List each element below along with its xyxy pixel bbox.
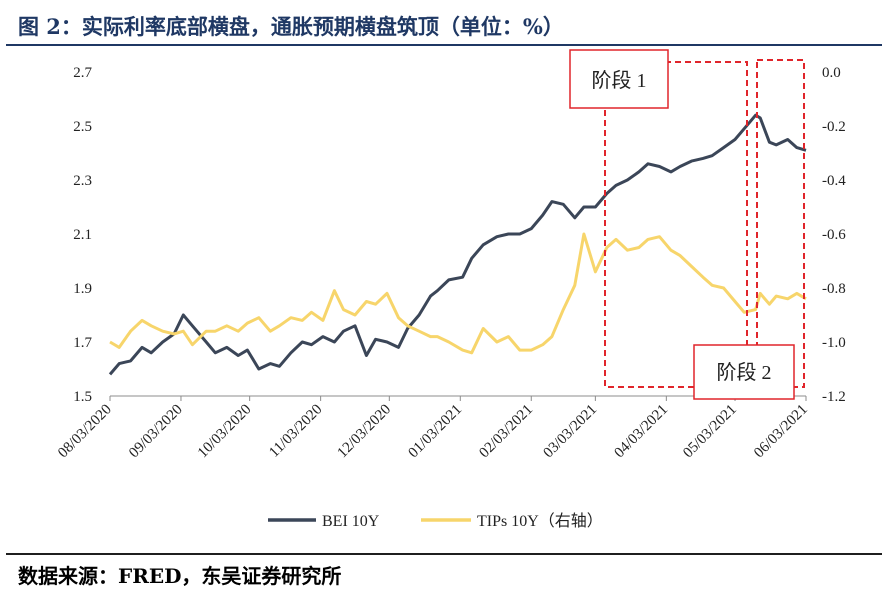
stage-2-label: 阶段 2 bbox=[717, 361, 772, 384]
legend-tips-label: TIPs 10Y（右轴） bbox=[477, 512, 603, 530]
y-left-tick-label: 2.1 bbox=[73, 227, 92, 243]
x-tick-label: 10/03/2020 bbox=[195, 402, 255, 462]
y-right-tick-label: -1.0 bbox=[822, 335, 846, 351]
y-left-tick-label: 1.7 bbox=[73, 335, 92, 351]
legend-bei-label: BEI 10Y bbox=[322, 513, 380, 530]
stage-2-region bbox=[756, 59, 805, 388]
figure-header: 图 2：实际利率底部横盘，通胀预期横盘筑顶（单位：%） bbox=[0, 0, 887, 46]
x-tick-label: 03/03/2021 bbox=[541, 402, 601, 462]
y-right-tick-label: -0.8 bbox=[822, 281, 846, 297]
x-tick-label: 08/03/2020 bbox=[55, 402, 115, 462]
y-right-tick-label: -0.2 bbox=[822, 119, 846, 135]
stage-1-label-box bbox=[569, 49, 669, 109]
x-tick-label: 01/03/2021 bbox=[405, 402, 465, 462]
stage-1-label: 阶段 1 bbox=[592, 69, 647, 92]
x-tick-label: 05/03/2021 bbox=[680, 402, 740, 462]
x-tick-label: 09/03/2020 bbox=[126, 402, 186, 462]
stage-2-label-box bbox=[693, 344, 795, 400]
figure-title: 图 2：实际利率底部横盘，通胀预期横盘筑顶（单位：%） bbox=[18, 14, 564, 39]
y-left-tick-label: 1.5 bbox=[73, 389, 92, 405]
tips-10y-line bbox=[109, 232, 807, 355]
line-chart: 1.5 1.7 1.9 2.1 2.3 2.5 2.7 -1.2 -1.0 -0.8 -0.6 -0.… bbox=[55, 49, 846, 530]
x-tick-label: 11/03/2020 bbox=[266, 402, 325, 461]
y-right-tick-label: -0.4 bbox=[822, 173, 846, 189]
y-left-tick-label: 2.5 bbox=[73, 119, 92, 135]
y-right-tick-label: -1.2 bbox=[822, 389, 846, 405]
y-right-tick-label: -0.6 bbox=[822, 227, 846, 243]
x-tick-label: 12/03/2020 bbox=[335, 402, 395, 462]
source-note: 数据来源：FRED，东吴证券研究所 bbox=[18, 564, 342, 588]
y-right-tick-label: 0.0 bbox=[822, 65, 841, 81]
source-divider bbox=[6, 553, 882, 555]
y-left-tick-label: 1.9 bbox=[73, 281, 92, 297]
x-tick-label: 06/03/2021 bbox=[751, 402, 811, 462]
x-tick-label: 02/03/2021 bbox=[476, 402, 536, 462]
title-divider bbox=[6, 44, 882, 46]
bei-10y-line bbox=[108, 113, 807, 376]
y-left-tick-label: 2.7 bbox=[73, 65, 92, 81]
x-tick-label: 04/03/2021 bbox=[612, 402, 672, 462]
stage-1-region bbox=[604, 61, 748, 388]
y-left-tick-label: 2.3 bbox=[73, 173, 92, 189]
